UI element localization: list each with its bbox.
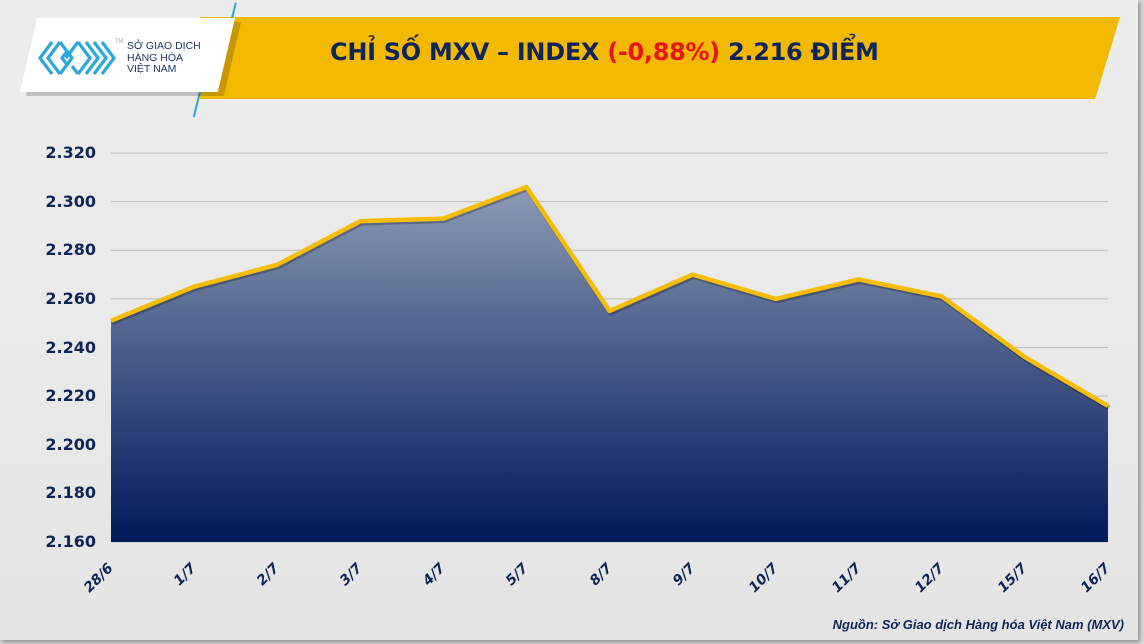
y-tick-label: 2.260 — [45, 288, 96, 308]
chart-title: CHỈ SỐ MXV – INDEX (-0,88%) 2.216 ĐIỂM — [330, 38, 950, 82]
y-tick-label: 2.220 — [45, 386, 96, 406]
y-tick-label: 2.320 — [45, 143, 96, 162]
mxv-logo-icon — [38, 41, 116, 75]
title-value: 2.216 ĐIỂM — [719, 38, 879, 66]
y-tick-label: 2.200 — [45, 434, 96, 454]
index-line — [110, 184, 1110, 408]
title-change-percent: (-0,88%) — [607, 38, 720, 66]
title-main: CHỈ SỐ MXV – INDEX — [330, 38, 608, 66]
source-note: Nguồn: Sở Giao dịch Hàng hóa Việt Nam (M… — [832, 617, 1124, 632]
trademark-mark: TM — [115, 39, 124, 45]
y-tick-label: 2.160 — [45, 532, 96, 551]
logo-line-2: HÀNG HÓA — [127, 51, 184, 64]
y-tick-label: 2.240 — [45, 337, 96, 357]
logo-line-1: SỞ GIAO DỊCH — [127, 40, 201, 52]
title-banner — [200, 17, 1120, 99]
y-tick-label: 2.280 — [45, 240, 96, 260]
y-tick-label: 2.300 — [45, 191, 96, 211]
logo-line-3: VIỆT NAM — [127, 63, 177, 75]
logo-text: SỞ GIAO DỊCH HÀNG HÓA VIỆT NAM — [127, 40, 201, 76]
area-fill — [111, 187, 1108, 542]
logo-panel — [20, 18, 235, 92]
y-tick-label: 2.180 — [45, 483, 96, 503]
